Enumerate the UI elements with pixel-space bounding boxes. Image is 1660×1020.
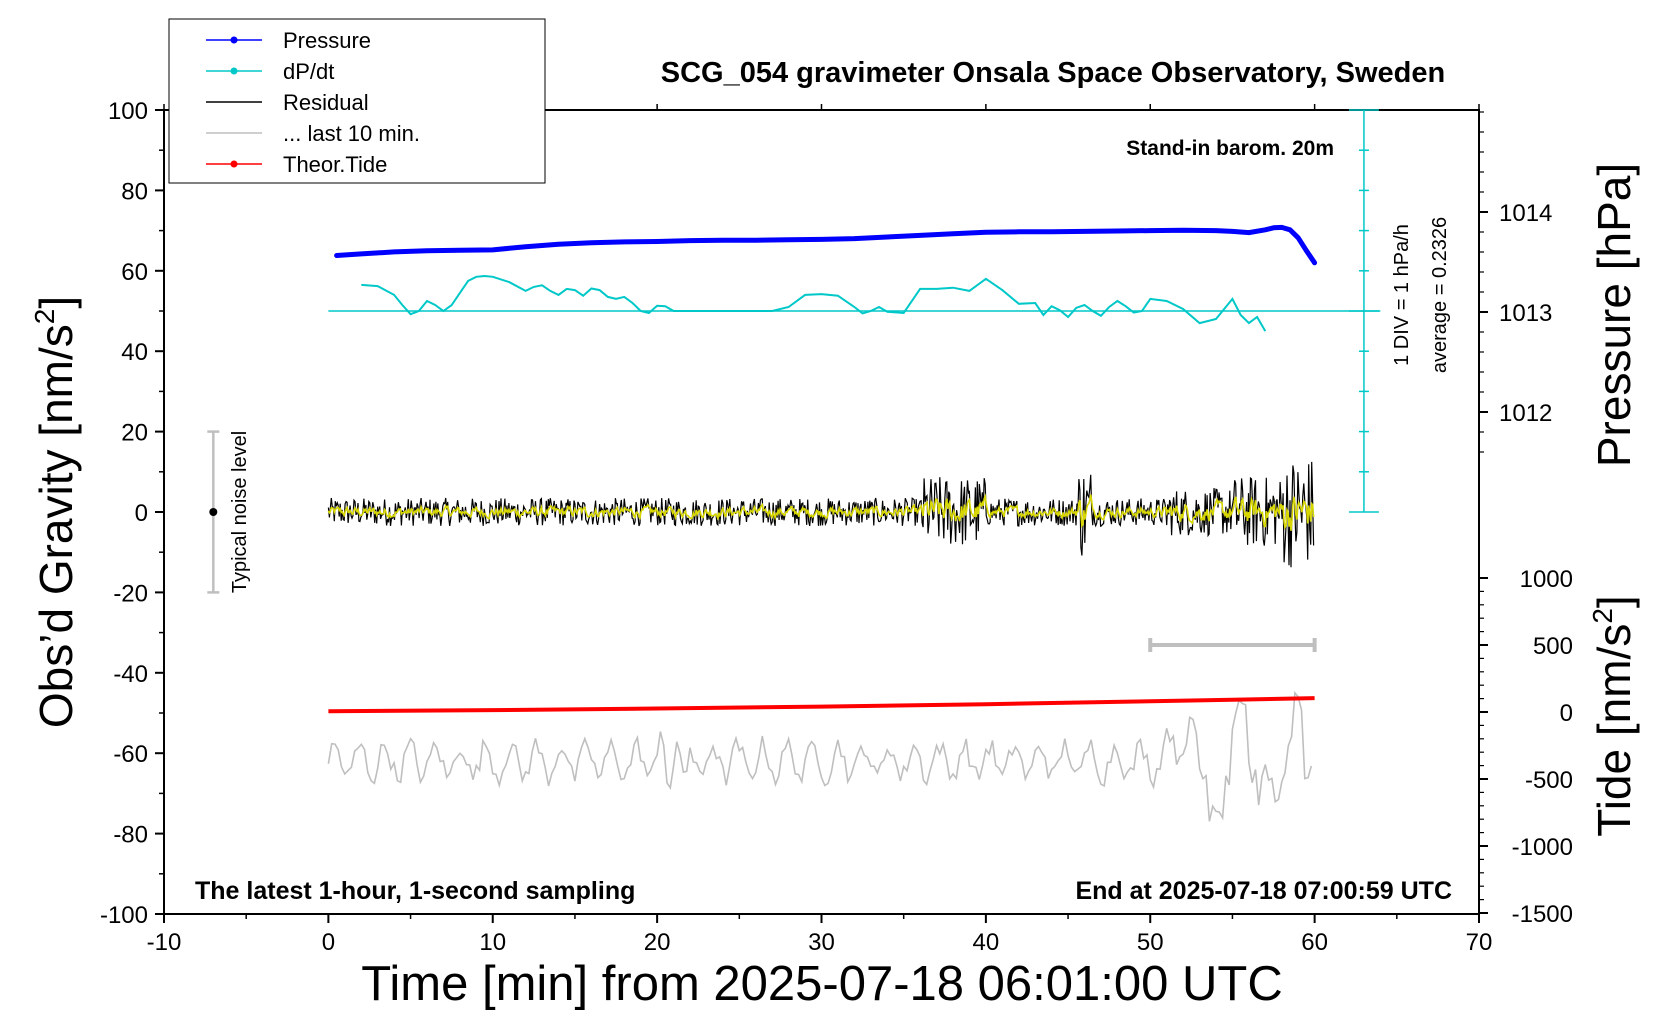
tide-tick-label: -1500 xyxy=(1512,901,1573,928)
tide-tick-label: -500 xyxy=(1525,767,1573,794)
tide-tick-label: 0 xyxy=(1560,700,1573,727)
tide-tick-label: 1000 xyxy=(1520,566,1573,593)
pressure-tick-label: 1014 xyxy=(1499,200,1552,227)
last-10-min-series-line xyxy=(327,690,1313,822)
legend-label: Theor.Tide xyxy=(283,152,387,177)
y-tick-label: 60 xyxy=(121,259,148,286)
y-axis-label-tide: Tide [nm/s2] xyxy=(1587,595,1640,836)
axis-ticks: -10 0 10 20 30 40 50 60 70100806040200-20-40-60-… xyxy=(100,98,1573,956)
legend-marker xyxy=(230,160,238,168)
div-note: 1 DIV = 1 hPa/h xyxy=(1391,224,1413,366)
pressure-tick-label: 1012 xyxy=(1499,400,1552,427)
noise-level-note: Typical noise level xyxy=(229,431,251,593)
noise-bar-dot xyxy=(209,508,218,516)
y-tick-label: -100 xyxy=(100,902,148,929)
chart-title: SCG_054 gravimeter Onsala Space Observat… xyxy=(661,57,1445,89)
legend-label: Residual xyxy=(283,90,369,115)
dpdt-series-line xyxy=(361,274,1267,332)
y-tick-label: 100 xyxy=(108,98,148,125)
tide-series-line xyxy=(328,696,1315,714)
end-time-note: End at 2025-07-18 07:00:59 UTC xyxy=(1075,877,1452,905)
legend-label: ... last 10 min. xyxy=(283,121,420,146)
legend-label: dP/dt xyxy=(283,59,334,84)
y-axis-label-tide-main: Tide [nm/s xyxy=(1588,624,1640,837)
y-tick-label: -40 xyxy=(113,661,148,688)
y-tick-label: 80 xyxy=(121,178,148,205)
y-axis-label-left-sup: 2 xyxy=(29,309,60,325)
y-axis-label-left: Obs’d Gravity [nm/s2] xyxy=(29,296,82,728)
y-tick-label: -80 xyxy=(113,822,148,849)
legend-label: Pressure xyxy=(283,28,371,53)
latest-note: The latest 1-hour, 1-second sampling xyxy=(195,877,635,905)
pressure-tick-label: 1013 xyxy=(1499,300,1552,327)
x-tick-label: -10 xyxy=(147,929,182,956)
y-axis-label-left-main: Obs’d Gravity [nm/s xyxy=(30,324,82,728)
x-tick-label: 40 xyxy=(973,929,1000,956)
x-tick-label: 50 xyxy=(1137,929,1164,956)
x-tick-label: 10 xyxy=(479,929,506,956)
x-tick-label: 60 xyxy=(1301,929,1328,956)
legend-marker xyxy=(230,36,238,44)
y-tick-label: -20 xyxy=(113,580,148,607)
y-tick-label: -60 xyxy=(113,741,148,768)
tide-tick-label: -1000 xyxy=(1512,834,1573,861)
y-axis-label-tide-end: ] xyxy=(1588,595,1640,608)
barometer-note: Stand-in barom. 20m xyxy=(1126,137,1334,160)
y-axis-label-pressure: Pressure [hPa] xyxy=(1588,163,1640,467)
y-tick-label: 40 xyxy=(121,339,148,366)
x-tick-label: 70 xyxy=(1466,929,1493,956)
x-tick-label: 20 xyxy=(644,929,671,956)
legend: Pressure dP/dt Residual ... last 10 min. The… xyxy=(168,18,546,184)
x-axis-label: Time [min] from 2025-07-18 06:01:00 UTC xyxy=(361,957,1282,1011)
series-layer xyxy=(207,109,1381,822)
average-note: average = 0.2326 xyxy=(1429,217,1451,373)
legend-marker xyxy=(230,67,238,75)
y-tick-label: 0 xyxy=(135,500,148,527)
legend-items: Pressure dP/dt Residual ... last 10 min. The… xyxy=(206,28,420,177)
tide-tick-label: 500 xyxy=(1533,633,1573,660)
y-tick-label: 20 xyxy=(121,420,148,447)
y-axis-label-tide-sup: 2 xyxy=(1587,608,1618,624)
x-tick-label: 30 xyxy=(808,929,835,956)
legend-box xyxy=(168,18,546,184)
y-axis-label-left-end: ] xyxy=(30,296,82,309)
pressure-series-line xyxy=(334,224,1318,266)
residual-smoothed-line xyxy=(327,493,1315,531)
x-tick-label: 0 xyxy=(322,929,335,956)
